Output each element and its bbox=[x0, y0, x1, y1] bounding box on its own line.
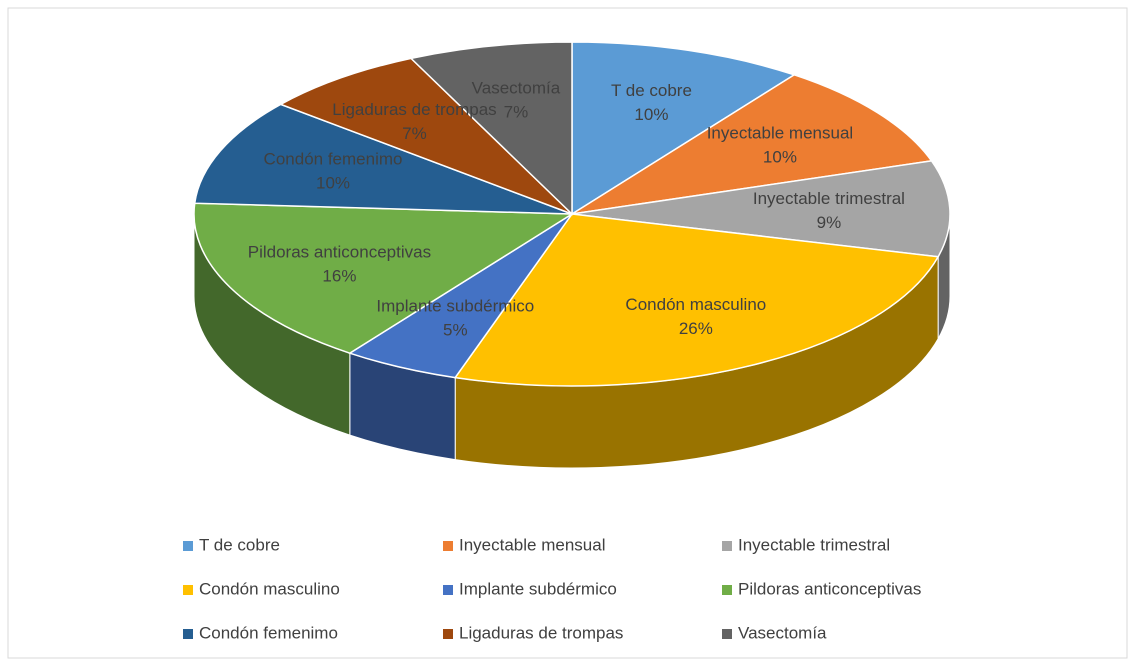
slice-value-label: 10% bbox=[316, 173, 350, 192]
legend-label: Pildoras anticonceptivas bbox=[738, 579, 921, 598]
slice-label: Inyectable mensual bbox=[707, 124, 853, 143]
slice-value-label: 10% bbox=[634, 105, 668, 124]
slice-value-label: 16% bbox=[322, 266, 356, 285]
slice bbox=[571, 160, 951, 258]
legend-label: T de cobre bbox=[199, 535, 280, 554]
slice-label: Condón masculino bbox=[625, 295, 766, 314]
slice bbox=[409, 41, 573, 216]
slice bbox=[453, 213, 940, 387]
slice-label: Vasectomía bbox=[472, 78, 561, 97]
legend-swatch bbox=[183, 629, 193, 639]
slice-value-label: 7% bbox=[402, 124, 427, 143]
slice-label: Condón femenimo bbox=[264, 149, 403, 168]
slice bbox=[193, 103, 573, 215]
slice-label: Implante subdérmico bbox=[376, 297, 534, 316]
legend-swatch bbox=[183, 585, 193, 595]
legend-swatch bbox=[722, 541, 732, 551]
slice-label: Inyectable trimestral bbox=[753, 189, 905, 208]
legend-swatch bbox=[443, 585, 453, 595]
legend-label: Inyectable mensual bbox=[459, 535, 605, 554]
slice bbox=[193, 202, 575, 354]
legend-label: Inyectable trimestral bbox=[738, 535, 890, 554]
legend-swatch bbox=[722, 585, 732, 595]
legend-label: Ligaduras de trompas bbox=[459, 623, 623, 642]
legend-label: Vasectomía bbox=[738, 623, 827, 642]
slice bbox=[278, 57, 573, 215]
slice-label: Pildoras anticonceptivas bbox=[248, 242, 431, 261]
legend-label: Condón masculino bbox=[199, 579, 340, 598]
slice-label: Ligaduras de trompas bbox=[332, 100, 496, 119]
legend-swatch bbox=[183, 541, 193, 551]
legend-label: Condón femenimo bbox=[199, 623, 338, 642]
slice-value-label: 7% bbox=[504, 102, 529, 121]
legend-label: Implante subdérmico bbox=[459, 579, 617, 598]
slice-value-label: 9% bbox=[817, 213, 842, 232]
slice-value-label: 10% bbox=[763, 148, 797, 167]
slice bbox=[571, 41, 796, 216]
legend-swatch bbox=[443, 541, 453, 551]
slice-label: T de cobre bbox=[611, 81, 692, 100]
legend-swatch bbox=[722, 629, 732, 639]
slice-value-label: 5% bbox=[443, 321, 468, 340]
slice-value-label: 26% bbox=[679, 319, 713, 338]
slice bbox=[571, 74, 933, 215]
legend-swatch bbox=[443, 629, 453, 639]
